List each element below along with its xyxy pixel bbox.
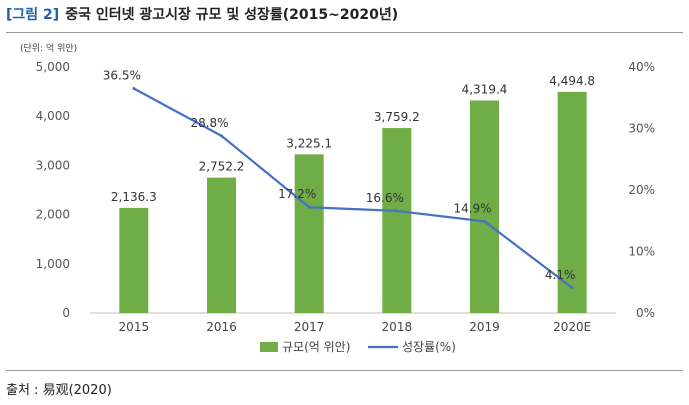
line-data-label: 36.5% [103,69,141,83]
line-data-label: 16.6% [366,191,404,205]
bar-data-label: 2,136.3 [111,190,157,204]
legend-bar-label: 규모(억 위안) [282,340,350,354]
bar [557,91,587,313]
y-left-tick-label: 4,000 [36,109,70,123]
bar-data-label: 3,225.1 [286,136,332,150]
y-right-tick-label: 10% [628,245,655,259]
bar [470,100,499,313]
line-point [570,286,574,290]
figure-header: [그림 2] 중국 인터넷 광고시장 규모 및 성장률(2015~2020년) [6,4,398,24]
source-note: 출처 : 易观(2020) [6,383,112,398]
line-data-label: 17.2% [278,187,316,201]
line-data-label: 14.9% [453,201,491,215]
bar [119,207,149,313]
y-right-tick-label: 20% [628,183,655,197]
unit-note: (단위: 억 위안) [20,42,77,54]
x-tick-label: 2018 [382,320,413,334]
combo-chart: (단위: 억 위안) 0 1,000 2,000 3,000 4,000 5,000 0% 10… [20,42,655,354]
line-point [220,134,223,138]
bar [294,154,324,313]
line-point [132,87,136,91]
bar-data-label: 4,494.8 [549,74,595,88]
bar [207,177,236,313]
y-left-tick-label: 5,000 [36,60,70,74]
bar-data-label: 2,752.2 [199,160,245,174]
y-right-tick-label: 40% [628,60,655,74]
bar-data-label: 4,319.4 [462,82,508,96]
line-point [395,209,399,213]
x-tick-label: 2017 [294,320,325,334]
footer-rule [6,370,683,371]
x-tick-label: 2020E [553,320,591,334]
bar-data-label: 3,759.2 [374,110,420,124]
y-left-tick-label: 3,000 [36,158,70,172]
figure-label: [그림 2] [6,7,60,23]
line-point [307,205,311,209]
line-data-label: 28.8% [190,116,228,130]
y-left-tick-label: 1,000 [36,257,70,271]
legend-line-label: 성장률(%) [402,340,456,354]
x-tick-label: 2019 [469,320,500,334]
x-tick-label: 2016 [206,320,237,334]
y-left-tick-label: 0 [62,306,70,320]
bar [382,128,412,313]
x-tick-label: 2015 [119,320,150,334]
y-right-tick-label: 0% [636,306,655,320]
line-data-label: 4.1% [545,268,576,282]
y-right-tick-label: 30% [628,122,655,136]
chart-area: (단위: 억 위안) 0 1,000 2,000 3,000 4,000 5,000 0% 10… [0,33,689,369]
line-point [483,219,486,223]
header-rule [6,32,683,33]
legend-bar-swatch [260,342,278,352]
figure-title: 중국 인터넷 광고시장 규모 및 성장률(2015~2020년) [65,7,399,23]
y-left-tick-label: 2,000 [36,208,70,222]
growth-rate-line [133,87,573,289]
